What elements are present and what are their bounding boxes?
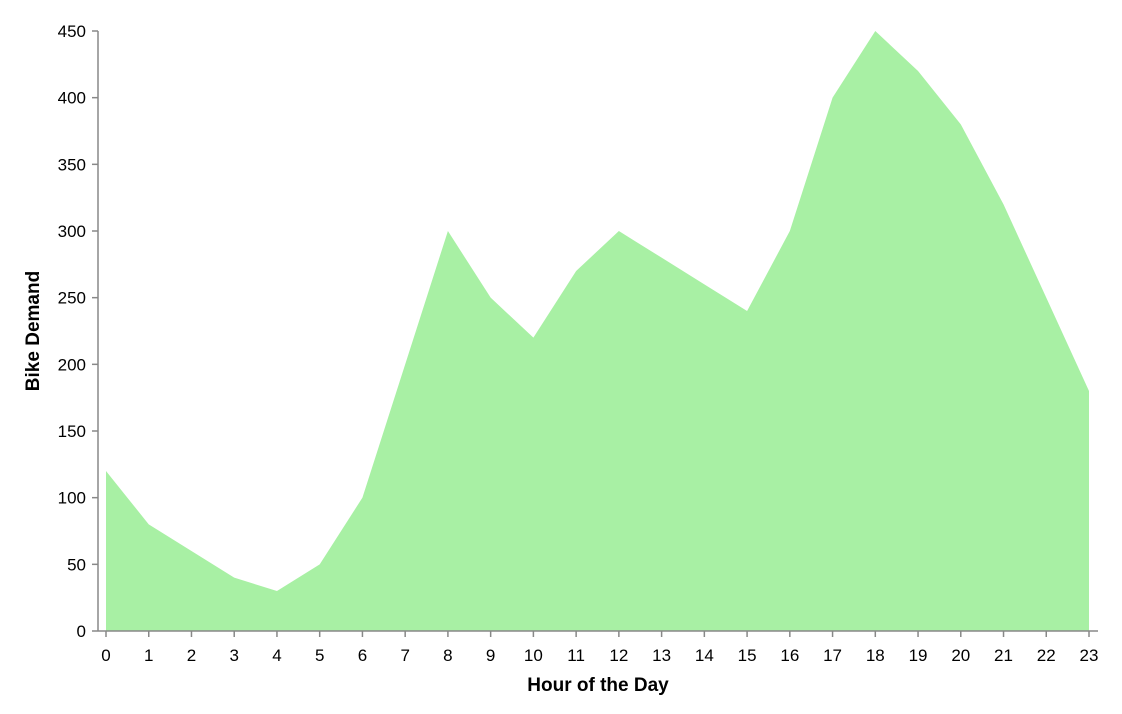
y-tick-label: 450 [58,22,86,41]
x-tick-label: 12 [609,646,628,665]
area-series [106,31,1089,631]
y-tick-label: 400 [58,89,86,108]
y-tick-label: 350 [58,155,86,174]
x-axis-title: Hour of the Day [527,675,669,696]
x-tick-label: 11 [567,646,585,665]
x-tick-label: 22 [1037,646,1056,665]
y-axis: 0 50 100 150 200 250 300 350 400 450 [58,22,99,641]
y-tick-label: 0 [77,622,86,641]
x-tick-label: 20 [951,646,970,665]
x-tick-label: 21 [994,646,1013,665]
x-tick-label: 6 [358,646,367,665]
x-tick-label: 23 [1080,646,1099,665]
x-tick-label: 15 [738,646,757,665]
x-tick-label: 18 [866,646,885,665]
y-tick-label: 250 [58,289,86,308]
y-tick-label: 300 [58,222,86,241]
y-tick-label: 50 [67,555,86,574]
y-tick-label: 200 [58,355,86,374]
y-tick-label: 100 [58,489,86,508]
x-tick-label: 5 [315,646,324,665]
x-axis: 0 1 2 3 4 5 6 7 8 9 10 11 12 13 14 15 16 17 18 19 20 21 22 23 [98,630,1099,665]
y-tick-label: 150 [58,422,86,441]
x-tick-label: 9 [486,646,495,665]
x-tick-label: 14 [695,646,714,665]
x-tick-label: 10 [524,646,543,665]
x-tick-label: 16 [780,646,799,665]
x-tick-label: 1 [144,646,153,665]
x-tick-label: 0 [101,646,110,665]
x-tick-label: 13 [652,646,671,665]
x-tick-label: 8 [443,646,452,665]
x-tick-label: 3 [229,646,238,665]
x-tick-label: 4 [272,646,281,665]
y-axis-title: Bike Demand [23,271,44,391]
x-tick-label: 7 [400,646,409,665]
x-tick-label: 19 [909,646,928,665]
x-tick-label: 17 [823,646,842,665]
x-tick-label: 2 [187,646,196,665]
